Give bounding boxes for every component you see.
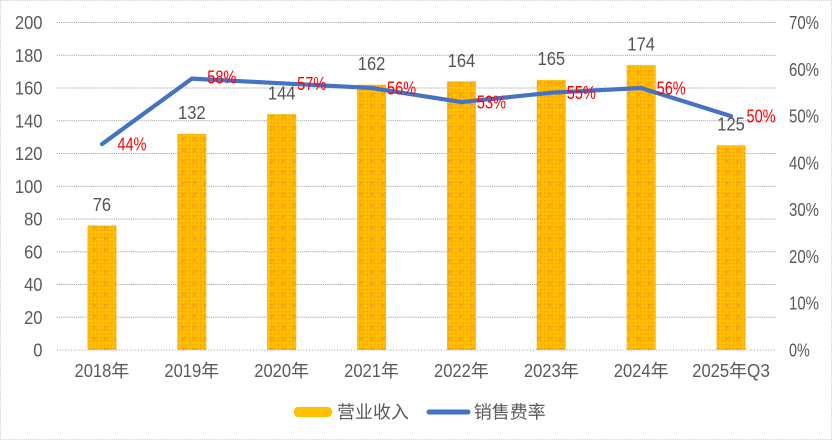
svg-text:40%: 40%: [789, 152, 819, 173]
svg-text:164: 164: [448, 50, 476, 71]
svg-text:2023: 2023: [524, 360, 561, 381]
svg-text:2020: 2020: [254, 360, 291, 381]
svg-text:162: 162: [358, 53, 386, 74]
svg-text:2019: 2019: [164, 360, 201, 381]
svg-text:140: 140: [15, 110, 43, 131]
svg-text:80: 80: [24, 209, 42, 230]
svg-text:100: 100: [15, 176, 43, 197]
svg-text:50%: 50%: [746, 106, 775, 127]
svg-text:132: 132: [178, 102, 206, 123]
svg-text:2021: 2021: [344, 360, 381, 381]
svg-text:0: 0: [33, 340, 42, 361]
svg-text:180: 180: [15, 45, 43, 66]
svg-text:20: 20: [24, 307, 42, 328]
svg-text:70%: 70%: [789, 12, 819, 33]
svg-text:2018: 2018: [75, 360, 112, 381]
svg-text:0%: 0%: [789, 340, 810, 361]
svg-text:2022: 2022: [434, 360, 471, 381]
svg-text:10%: 10%: [789, 293, 819, 314]
svg-text:30%: 30%: [789, 199, 819, 220]
svg-text:Q3: Q3: [747, 360, 770, 381]
svg-text:174: 174: [627, 33, 655, 54]
svg-text:165: 165: [538, 48, 566, 69]
svg-text:53%: 53%: [477, 92, 506, 113]
svg-text:2024: 2024: [614, 360, 651, 381]
svg-text:40: 40: [24, 274, 42, 295]
svg-text:57%: 57%: [297, 73, 326, 94]
svg-text:58%: 58%: [207, 66, 236, 87]
svg-text:76: 76: [93, 194, 111, 215]
svg-text:56%: 56%: [387, 78, 416, 99]
svg-text:60%: 60%: [789, 59, 819, 80]
svg-text:50%: 50%: [789, 106, 819, 127]
svg-text:144: 144: [268, 83, 296, 104]
svg-text:200: 200: [15, 12, 43, 33]
svg-text:55%: 55%: [567, 82, 596, 103]
svg-text:56%: 56%: [657, 78, 686, 99]
svg-text:160: 160: [15, 78, 43, 99]
svg-text:20%: 20%: [789, 246, 819, 267]
svg-text:120: 120: [15, 143, 43, 164]
svg-text:44%: 44%: [117, 134, 146, 155]
svg-text:60: 60: [24, 241, 42, 262]
svg-text:125: 125: [717, 114, 745, 135]
svg-text:2025: 2025: [692, 360, 729, 381]
